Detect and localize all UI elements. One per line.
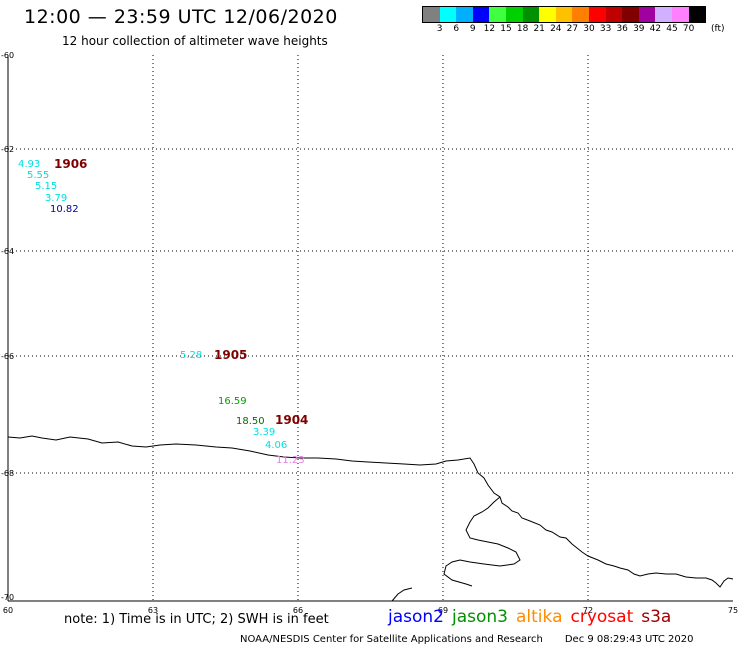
wave-height-value: 11.23: [276, 455, 305, 466]
latitude-label: -60: [1, 51, 14, 60]
antarctic-coastline: [7, 435, 734, 588]
latitude-label: -68: [1, 469, 14, 478]
satellite-name: altika: [516, 607, 563, 627]
legend-swatch: [439, 7, 457, 22]
legend-tick-label: 24: [550, 24, 562, 34]
satellite-name: s3a: [641, 607, 672, 627]
legend-tick-label: 3: [436, 24, 443, 34]
storm-label: 1905: [214, 348, 247, 362]
legend-tick-label: 18: [516, 24, 529, 34]
y-axis-labels: -60 -62 -64 -66 -68 -70: [1, 51, 14, 602]
legend-tick-label: 42: [649, 24, 662, 34]
wave-height-value: 10.82: [50, 204, 79, 215]
wave-height-value: 5.28: [180, 350, 202, 361]
latitude-label: -70: [1, 593, 14, 602]
wave-height-value: 3.79: [45, 193, 67, 204]
wave-height-value: 4.93: [18, 159, 40, 170]
satellite-name: jason2: [388, 607, 444, 627]
legend-swatch: [688, 7, 706, 22]
satellite-name: cryosat: [570, 607, 634, 627]
legend-swatch: [555, 7, 573, 22]
legend-tick-label: 33: [599, 24, 612, 34]
wave-height-value: 3.39: [253, 427, 275, 438]
coastline-fragment: [391, 587, 413, 602]
legend-unit: (ft): [711, 24, 725, 34]
longitude-label: 72: [583, 606, 593, 615]
map-subtitle: 12 hour collection of altimeter wave hei…: [62, 34, 328, 48]
map-title: 12:00 — 23:59 UTC 12/06/2020: [24, 6, 338, 28]
legend-tick-label: 21: [533, 24, 545, 34]
footer-credit: NOAA/NESDIS Center for Satellite Applica…: [240, 634, 693, 645]
legend-swatch: [638, 7, 656, 22]
legend-tick-label: 45: [666, 24, 678, 34]
legend-swatch: [456, 7, 473, 22]
storm-label: 1906: [54, 157, 87, 171]
wave-height-value: 16.59: [218, 396, 247, 407]
satellite-name: jason3: [452, 607, 508, 627]
longitude-label: 69: [438, 606, 448, 615]
legend-swatch: [655, 7, 672, 22]
legend-swatch: [489, 7, 506, 22]
coastline-inlet: [443, 496, 521, 587]
legend-swatch: [423, 7, 440, 22]
map-grid: [8, 55, 733, 601]
wave-height-value: 5.15: [35, 181, 57, 192]
legend-tick-label: 12: [483, 24, 496, 34]
wave-height-value: 5.55: [27, 170, 49, 181]
longitude-label: 60: [3, 606, 13, 615]
wave-height-legend: 3 6 9 12 15 18 21 24 27 30 33 36 39 42 45 70 (ft): [422, 6, 725, 40]
legend-swatch: [505, 7, 523, 22]
legend-swatch: [605, 7, 623, 22]
satellite-legend: jason2 jason3 altika cryosat s3a: [388, 607, 679, 627]
generated-timestamp: Dec 9 08:29:43 UTC 2020: [564, 634, 694, 645]
legend-tick-label: 9: [469, 24, 476, 34]
latitude-label: -62: [1, 145, 14, 154]
legend-tick-label: 27: [566, 24, 579, 34]
legend-tick-label: 70: [682, 24, 695, 34]
footer-note: note: 1) Time is in UTC; 2) SWH is in fe…: [64, 612, 329, 627]
longitude-label: 63: [148, 606, 158, 615]
storm-labels: 1906 1905 1904: [54, 157, 308, 427]
legend-swatch: [572, 7, 589, 22]
latitude-label: -66: [1, 352, 14, 361]
legend-swatch: [472, 7, 490, 22]
latitude-label: -64: [1, 247, 14, 256]
x-axis-labels: 60 63 66 69 72 75: [3, 606, 738, 615]
storm-label: 1904: [275, 413, 308, 427]
legend-swatch: [622, 7, 639, 22]
longitude-label: 75: [728, 606, 738, 615]
legend-swatch: [588, 7, 606, 22]
legend-tick-label: 36: [616, 24, 628, 34]
wave-height-value: 18.50: [236, 416, 265, 427]
credit-text: NOAA/NESDIS Center for Satellite Applica…: [240, 634, 543, 645]
legend-tick-label: 30: [583, 24, 595, 34]
legend-tick-label: 39: [633, 24, 645, 34]
legend-swatch: [539, 7, 556, 22]
wave-height-value: 4.06: [265, 440, 287, 451]
legend-swatch: [671, 7, 689, 22]
legend-tick-labels: 3 6 9 12 15 18 21 24 27 30 33 36 39 42 45 70: [422, 24, 740, 38]
legend-tick-label: 6: [453, 24, 460, 34]
legend-tick-label: 15: [500, 24, 512, 34]
legend-color-scale: [422, 6, 707, 23]
longitude-label: 66: [293, 606, 303, 615]
legend-swatch: [522, 7, 540, 22]
